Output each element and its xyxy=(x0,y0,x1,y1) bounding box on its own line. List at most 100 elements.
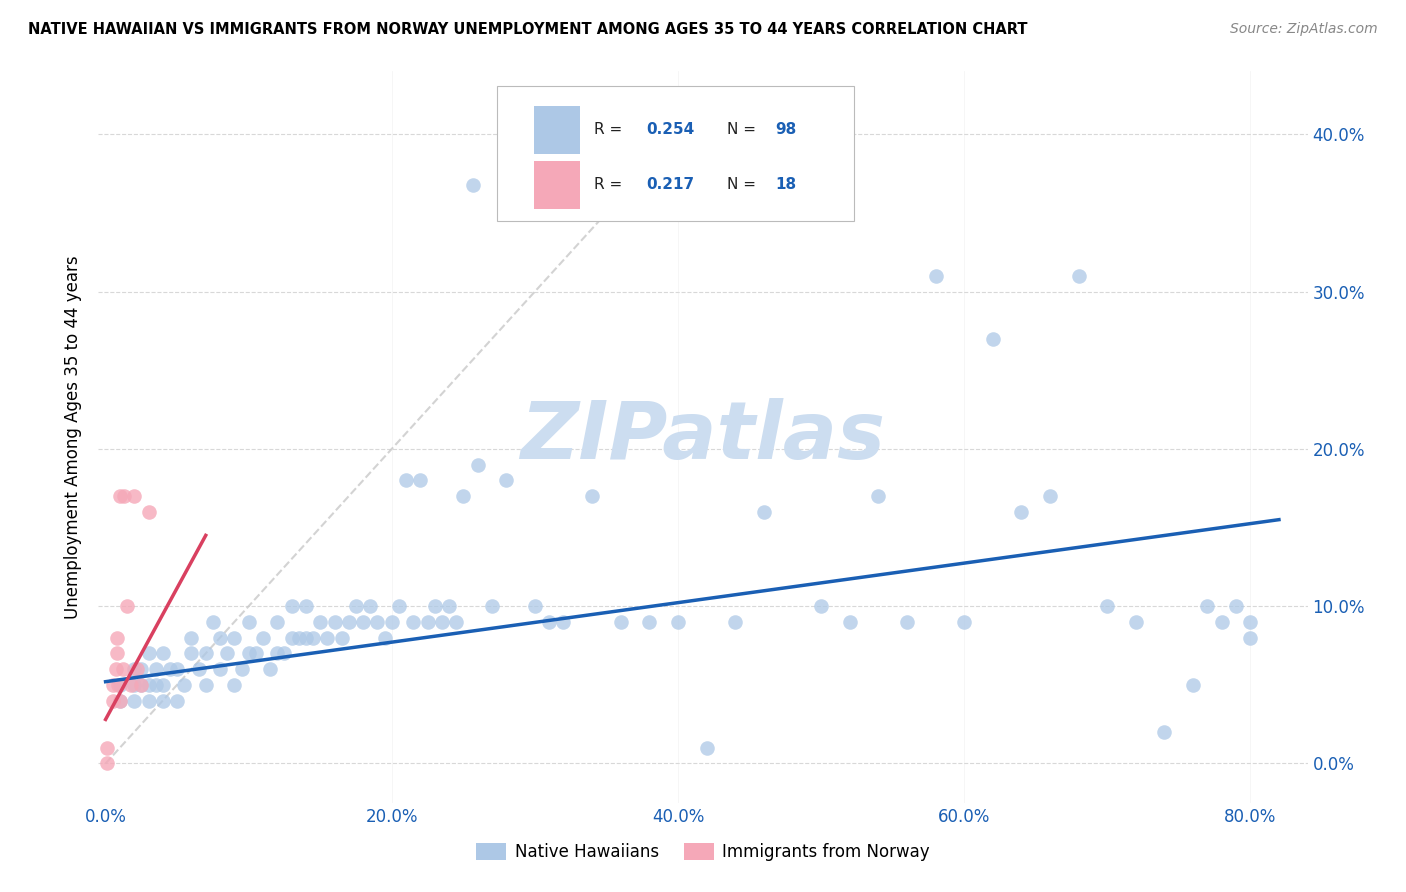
Point xyxy=(316,631,339,645)
Point xyxy=(416,615,439,629)
FancyBboxPatch shape xyxy=(534,161,579,209)
Point xyxy=(467,458,489,472)
Point xyxy=(96,740,118,755)
Point xyxy=(152,646,174,660)
FancyBboxPatch shape xyxy=(498,86,855,221)
Point xyxy=(201,615,224,629)
Text: Source: ZipAtlas.com: Source: ZipAtlas.com xyxy=(1230,22,1378,37)
Point xyxy=(125,662,148,676)
Point xyxy=(138,693,160,707)
Point xyxy=(352,615,374,629)
Point xyxy=(423,599,446,614)
Point xyxy=(152,693,174,707)
Point xyxy=(224,631,246,645)
Point xyxy=(101,678,124,692)
Point xyxy=(1097,599,1119,614)
Point xyxy=(173,678,195,692)
Text: NATIVE HAWAIIAN VS IMMIGRANTS FROM NORWAY UNEMPLOYMENT AMONG AGES 35 TO 44 YEARS: NATIVE HAWAIIAN VS IMMIGRANTS FROM NORWA… xyxy=(28,22,1028,37)
Point xyxy=(252,631,274,645)
Point xyxy=(231,662,253,676)
Point xyxy=(981,332,1004,346)
Point xyxy=(145,662,167,676)
Point xyxy=(138,646,160,660)
Point xyxy=(1225,599,1247,614)
Point xyxy=(388,599,411,614)
FancyBboxPatch shape xyxy=(534,106,579,153)
Point xyxy=(374,631,396,645)
Point xyxy=(538,615,561,629)
Point xyxy=(238,646,260,660)
Point xyxy=(896,615,918,629)
Point xyxy=(112,489,135,503)
Point xyxy=(1211,615,1233,629)
Point xyxy=(366,615,388,629)
Point xyxy=(217,646,239,660)
Point xyxy=(180,631,202,645)
Point xyxy=(495,473,517,487)
Point xyxy=(444,615,467,629)
Point xyxy=(166,662,188,676)
Point xyxy=(810,599,832,614)
Point xyxy=(107,678,129,692)
Point xyxy=(1039,489,1062,503)
Text: R =: R = xyxy=(595,122,627,137)
Point xyxy=(1182,678,1205,692)
Point xyxy=(131,662,153,676)
Point xyxy=(152,678,174,692)
Point xyxy=(523,599,546,614)
Point xyxy=(108,489,131,503)
Point xyxy=(381,615,404,629)
Text: 98: 98 xyxy=(776,122,797,137)
Point xyxy=(752,505,775,519)
Point xyxy=(105,646,128,660)
Point xyxy=(402,615,425,629)
Text: 0.254: 0.254 xyxy=(647,122,695,137)
Point xyxy=(1239,615,1261,629)
Point xyxy=(194,646,217,660)
Point xyxy=(553,615,575,629)
Text: R =: R = xyxy=(595,178,627,193)
Point xyxy=(145,678,167,692)
Text: 0.217: 0.217 xyxy=(647,178,695,193)
Point xyxy=(724,615,747,629)
Point xyxy=(273,646,295,660)
Y-axis label: Unemployment Among Ages 35 to 44 years: Unemployment Among Ages 35 to 44 years xyxy=(65,255,83,619)
Point xyxy=(131,678,153,692)
Point xyxy=(1153,725,1175,739)
Point xyxy=(101,693,124,707)
Point xyxy=(437,599,460,614)
Point xyxy=(122,678,145,692)
Point xyxy=(105,631,128,645)
Point xyxy=(409,473,432,487)
Legend: Native Hawaiians, Immigrants from Norway: Native Hawaiians, Immigrants from Norway xyxy=(470,836,936,868)
Point xyxy=(868,489,890,503)
Text: N =: N = xyxy=(727,178,761,193)
Point xyxy=(194,678,217,692)
Point xyxy=(1125,615,1147,629)
Point xyxy=(159,662,181,676)
Point xyxy=(187,662,209,676)
Point xyxy=(359,599,381,614)
Point xyxy=(120,678,142,692)
Point xyxy=(337,615,360,629)
Point xyxy=(1197,599,1219,614)
Point xyxy=(138,678,160,692)
Point xyxy=(238,615,260,629)
Point xyxy=(104,662,127,676)
Point xyxy=(463,178,485,192)
Point xyxy=(344,599,367,614)
Point xyxy=(108,693,131,707)
Point xyxy=(302,631,325,645)
Point xyxy=(122,662,145,676)
Point xyxy=(280,599,302,614)
Point xyxy=(924,268,946,283)
Point xyxy=(266,646,288,660)
Point xyxy=(131,678,153,692)
Point xyxy=(309,615,332,629)
Text: ZIPatlas: ZIPatlas xyxy=(520,398,886,476)
Point xyxy=(259,662,281,676)
Point xyxy=(122,693,145,707)
Point xyxy=(430,615,453,629)
Point xyxy=(245,646,267,660)
Point xyxy=(330,631,353,645)
